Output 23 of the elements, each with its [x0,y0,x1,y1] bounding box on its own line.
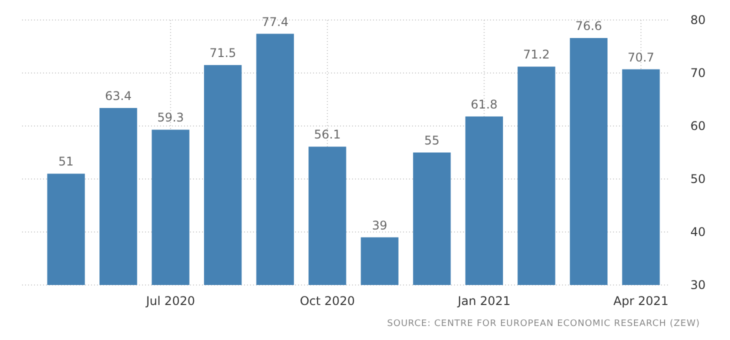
y-tick-label: 80 [690,13,706,28]
x-tick-label: Oct 2020 [300,294,355,308]
y-tick-label: 30 [690,278,706,292]
data-label: 71.2 [523,48,550,62]
y-tick-label: 40 [690,225,706,240]
data-label: 56.1 [314,128,341,142]
data-label: 39 [372,218,388,232]
y-tick-label: 70 [690,66,706,80]
data-label: 55 [424,134,440,148]
data-label: 51 [58,154,74,169]
x-tick-label: Jan 2021 [456,294,511,308]
data-label: 59.3 [157,110,184,125]
x-tick-label: Jul 2020 [145,294,195,308]
data-label: 76.6 [575,19,602,34]
data-label: 77.4 [262,14,288,29]
data-label: 61.8 [470,97,498,112]
x-tick-label: Apr 2021 [613,294,669,308]
data-label: 63.4 [104,88,132,103]
source-note: SOURCE: CENTRE FOR EUROPEAN ECONOMIC RESEARCH (ZEW) [387,319,700,329]
data-label: 71.5 [209,46,236,60]
data-label: 70.7 [628,50,654,64]
y-tick-label: 50 [690,172,706,186]
y-tick-label: 60 [690,119,706,134]
